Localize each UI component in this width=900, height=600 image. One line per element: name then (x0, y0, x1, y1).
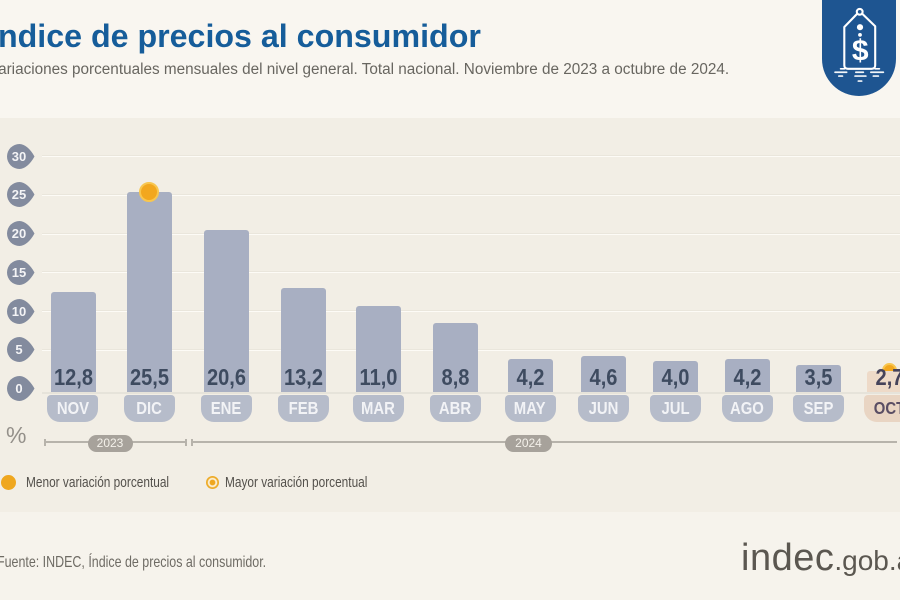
svg-text:$: $ (852, 34, 869, 67)
